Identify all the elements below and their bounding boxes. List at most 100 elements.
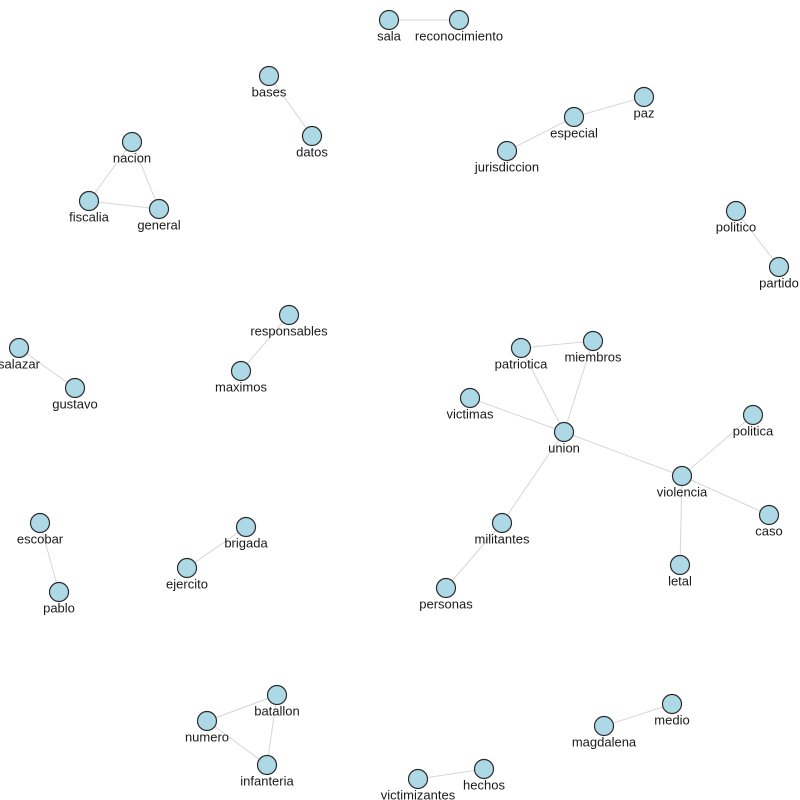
node-circle[interactable] — [198, 712, 217, 731]
node-circle[interactable] — [493, 514, 512, 533]
node-label: reconocimiento — [415, 29, 503, 44]
node-label: jurisdiccion — [474, 160, 539, 175]
node-general[interactable]: general — [137, 200, 180, 233]
node-circle[interactable] — [380, 11, 399, 30]
node-jurisdiccion[interactable]: jurisdiccion — [474, 142, 539, 175]
node-circle[interactable] — [565, 108, 584, 127]
node-circle[interactable] — [671, 556, 690, 575]
node-label: caso — [755, 524, 782, 539]
node-circle[interactable] — [663, 695, 682, 714]
node-victimizantes[interactable]: victimizantes — [381, 770, 456, 800]
node-circle[interactable] — [31, 514, 50, 533]
node-medio[interactable]: medio — [654, 695, 689, 728]
node-brigada[interactable]: brigada — [224, 518, 268, 551]
node-politico[interactable]: politico — [716, 202, 756, 235]
node-circle[interactable] — [555, 423, 574, 442]
node-personas[interactable]: personas — [419, 579, 473, 612]
node-circle[interactable] — [450, 11, 469, 30]
node-partido[interactable]: partido — [759, 258, 799, 291]
node-circle[interactable] — [744, 406, 763, 425]
node-pablo[interactable]: pablo — [43, 583, 75, 616]
node-label: responsables — [250, 324, 328, 339]
node-circle[interactable] — [727, 202, 746, 221]
node-militantes[interactable]: militantes — [475, 514, 530, 547]
node-miembros[interactable]: miembros — [564, 332, 622, 365]
node-escobar[interactable]: escobar — [17, 514, 64, 547]
node-circle[interactable] — [280, 306, 299, 325]
node-paz[interactable]: paz — [634, 88, 655, 121]
node-circle[interactable] — [303, 127, 322, 146]
node-circle[interactable] — [409, 770, 428, 789]
node-circle[interactable] — [760, 506, 779, 525]
node-label: general — [137, 218, 180, 233]
node-sala[interactable]: sala — [377, 11, 402, 44]
node-politica[interactable]: politica — [733, 406, 774, 439]
edge-union-violencia — [564, 432, 682, 476]
node-circle[interactable] — [10, 339, 29, 358]
node-label: magdalena — [572, 735, 637, 750]
node-label: maximos — [215, 380, 268, 395]
node-circle[interactable] — [123, 133, 142, 152]
node-violencia[interactable]: violencia — [657, 467, 708, 500]
node-nacion[interactable]: nacion — [113, 133, 151, 166]
node-circle[interactable] — [475, 760, 494, 779]
edge-fiscalia-general — [89, 201, 159, 209]
node-infanteria[interactable]: infanteria — [240, 756, 294, 789]
node-batallon[interactable]: batallon — [254, 686, 300, 719]
node-circle[interactable] — [635, 88, 654, 107]
node-salazar[interactable]: salazar — [0, 339, 41, 372]
node-circle[interactable] — [178, 559, 197, 578]
node-label: pablo — [43, 601, 75, 616]
node-hechos[interactable]: hechos — [463, 760, 505, 793]
node-letal[interactable]: letal — [668, 556, 692, 589]
node-label: infanteria — [240, 774, 294, 789]
node-patriotica[interactable]: patriotica — [495, 339, 549, 372]
node-reconocimiento[interactable]: reconocimiento — [415, 11, 503, 44]
node-label: salazar — [0, 357, 41, 372]
node-circle[interactable] — [770, 258, 789, 277]
node-label: nacion — [113, 151, 151, 166]
node-victimas[interactable]: victimas — [447, 389, 494, 422]
node-label: especial — [550, 126, 598, 141]
node-label: hechos — [463, 778, 505, 793]
node-circle[interactable] — [584, 332, 603, 351]
node-responsables[interactable]: responsables — [250, 306, 328, 339]
node-label: bases — [252, 85, 287, 100]
node-label: sala — [377, 29, 402, 44]
node-maximos[interactable]: maximos — [215, 362, 268, 395]
node-numero[interactable]: numero — [185, 712, 229, 745]
edge-patriotica-miembros — [521, 341, 593, 348]
node-label: numero — [185, 730, 229, 745]
node-datos[interactable]: datos — [296, 127, 328, 160]
node-label: gustavo — [52, 397, 98, 412]
node-circle[interactable] — [437, 579, 456, 598]
node-fiscalia[interactable]: fiscalia — [69, 192, 110, 225]
node-circle[interactable] — [260, 67, 279, 86]
node-circle[interactable] — [66, 379, 85, 398]
node-circle[interactable] — [461, 389, 480, 408]
node-circle[interactable] — [50, 583, 69, 602]
node-circle[interactable] — [232, 362, 251, 381]
node-circle[interactable] — [258, 756, 277, 775]
node-label: escobar — [17, 532, 64, 547]
node-magdalena[interactable]: magdalena — [572, 717, 637, 750]
node-bases[interactable]: bases — [252, 67, 287, 100]
node-label: partido — [759, 276, 799, 291]
node-label: politica — [733, 424, 774, 439]
node-circle[interactable] — [80, 192, 99, 211]
node-circle[interactable] — [268, 686, 287, 705]
node-circle[interactable] — [595, 717, 614, 736]
node-label: brigada — [224, 536, 268, 551]
node-label: personas — [419, 597, 473, 612]
node-circle[interactable] — [498, 142, 517, 161]
node-circle[interactable] — [512, 339, 531, 358]
node-label: fiscalia — [69, 210, 110, 225]
node-ejercito[interactable]: ejercito — [166, 559, 208, 592]
node-circle[interactable] — [237, 518, 256, 537]
node-gustavo[interactable]: gustavo — [52, 379, 98, 412]
node-circle[interactable] — [150, 200, 169, 219]
nodes-layer: sala reconocimiento bases datos paz especial j… — [0, 11, 799, 800]
node-label: victimas — [447, 407, 494, 422]
node-circle[interactable] — [673, 467, 692, 486]
